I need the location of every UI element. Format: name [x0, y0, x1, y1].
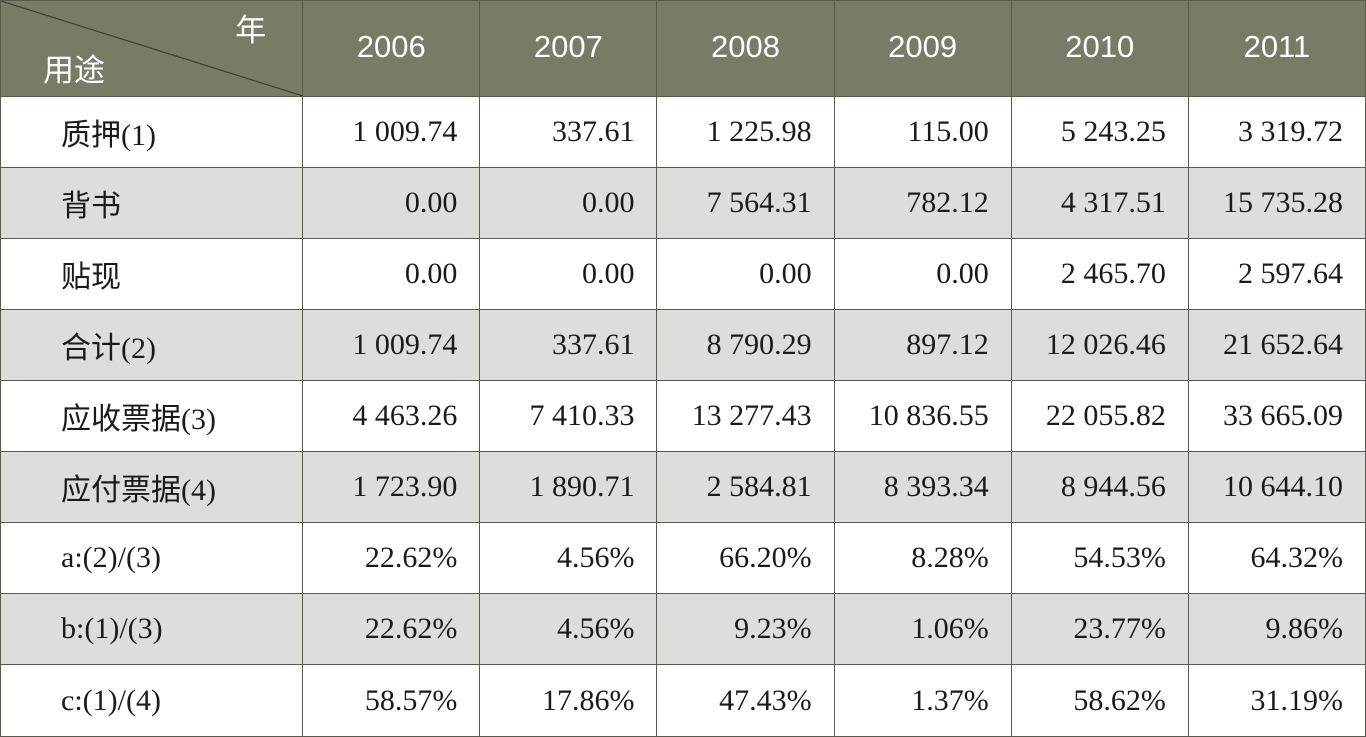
- table-cell: 33 665.09: [1187, 380, 1366, 452]
- table-cell: 21 652.64: [1187, 309, 1366, 381]
- table-cell: 1 009.74: [302, 309, 481, 381]
- table-cell: 13 277.43: [656, 380, 835, 452]
- table-cell: 7 410.33: [479, 380, 658, 452]
- table-row: 贴现 0.00 0.00 0.00 0.00 2 465.70 2 597.64: [0, 238, 1366, 310]
- table-cell: 4 463.26: [302, 380, 481, 452]
- table-cell: 58.57%: [302, 664, 481, 737]
- table-cell: 0.00: [656, 238, 835, 310]
- table-cell: 897.12: [833, 309, 1012, 381]
- table-cell: 5 243.25: [1010, 96, 1189, 168]
- header-row: 年 用途 2006 2007 2008 2009 2010 2011: [0, 0, 1366, 97]
- year-header: 2009: [833, 0, 1012, 97]
- corner-row-label: 用途: [43, 53, 105, 89]
- row-label: c:(1)/(4): [0, 664, 304, 737]
- year-header: 2006: [302, 0, 481, 97]
- table-cell: 0.00: [302, 238, 481, 310]
- table-cell: 23.77%: [1010, 593, 1189, 665]
- table-cell: 12 026.46: [1010, 309, 1189, 381]
- table-cell: 1 009.74: [302, 96, 481, 168]
- year-header: 2010: [1010, 0, 1189, 97]
- table-cell: 8 944.56: [1010, 451, 1189, 523]
- row-label: 质押(1): [0, 96, 304, 168]
- table-row: 应收票据(3) 4 463.26 7 410.33 13 277.43 10 8…: [0, 380, 1366, 452]
- table-cell: 8 393.34: [833, 451, 1012, 523]
- year-header: 2007: [479, 0, 658, 97]
- table-cell: 0.00: [302, 167, 481, 239]
- table-row: 应付票据(4) 1 723.90 1 890.71 2 584.81 8 393…: [0, 451, 1366, 523]
- year-header: 2008: [656, 0, 835, 97]
- table-cell: 22.62%: [302, 522, 481, 594]
- table-cell: 58.62%: [1010, 664, 1189, 737]
- table-cell: 22 055.82: [1010, 380, 1189, 452]
- table-cell: 2 597.64: [1187, 238, 1366, 310]
- table-cell: 15 735.28: [1187, 167, 1366, 239]
- table-row: 合计(2) 1 009.74 337.61 8 790.29 897.12 12…: [0, 309, 1366, 381]
- table-cell: 47.43%: [656, 664, 835, 737]
- table-cell: 1.37%: [833, 664, 1012, 737]
- table-row: 背书 0.00 0.00 7 564.31 782.12 4 317.51 15…: [0, 167, 1366, 239]
- corner-column-label: 年: [235, 13, 267, 49]
- table-cell: 17.86%: [479, 664, 658, 737]
- table-cell: 10 644.10: [1187, 451, 1366, 523]
- table-cell: 337.61: [479, 309, 658, 381]
- table-cell: 2 465.70: [1010, 238, 1189, 310]
- table-cell: 8.28%: [833, 522, 1012, 594]
- table-cell: 115.00: [833, 96, 1012, 168]
- table-cell: 0.00: [479, 167, 658, 239]
- table-cell: 9.86%: [1187, 593, 1366, 665]
- table-cell: 10 836.55: [833, 380, 1012, 452]
- table-cell: 66.20%: [656, 522, 835, 594]
- row-label: a:(2)/(3): [0, 522, 304, 594]
- table-row: a:(2)/(3) 22.62% 4.56% 66.20% 8.28% 54.5…: [0, 522, 1366, 594]
- table-cell: 1.06%: [833, 593, 1012, 665]
- table-cell: 1 225.98: [656, 96, 835, 168]
- table-row: 质押(1) 1 009.74 337.61 1 225.98 115.00 5 …: [0, 96, 1366, 168]
- diagonal-divider: [1, 1, 303, 96]
- row-label: 应付票据(4): [0, 451, 304, 523]
- row-label: 贴现: [0, 238, 304, 310]
- year-header: 2011: [1187, 0, 1366, 97]
- table-cell: 782.12: [833, 167, 1012, 239]
- table-cell: 4.56%: [479, 593, 658, 665]
- table-cell: 22.62%: [302, 593, 481, 665]
- table-cell: 7 564.31: [656, 167, 835, 239]
- table-cell: 1 723.90: [302, 451, 481, 523]
- row-label: 合计(2): [0, 309, 304, 381]
- table-cell: 4 317.51: [1010, 167, 1189, 239]
- table-row: c:(1)/(4) 58.57% 17.86% 47.43% 1.37% 58.…: [0, 664, 1366, 737]
- row-label: 应收票据(3): [0, 380, 304, 452]
- corner-header-cell: 年 用途: [0, 0, 304, 97]
- table-cell: 54.53%: [1010, 522, 1189, 594]
- row-label: 背书: [0, 167, 304, 239]
- table-cell: 4.56%: [479, 522, 658, 594]
- table-cell: 2 584.81: [656, 451, 835, 523]
- table-cell: 9.23%: [656, 593, 835, 665]
- table-cell: 31.19%: [1187, 664, 1366, 737]
- row-label: b:(1)/(3): [0, 593, 304, 665]
- table-cell: 0.00: [479, 238, 658, 310]
- table-cell: 337.61: [479, 96, 658, 168]
- table-cell: 0.00: [833, 238, 1012, 310]
- table-cell: 1 890.71: [479, 451, 658, 523]
- table-cell: 8 790.29: [656, 309, 835, 381]
- table-cell: 3 319.72: [1187, 96, 1366, 168]
- table-cell: 64.32%: [1187, 522, 1366, 594]
- table-row: b:(1)/(3) 22.62% 4.56% 9.23% 1.06% 23.77…: [0, 593, 1366, 665]
